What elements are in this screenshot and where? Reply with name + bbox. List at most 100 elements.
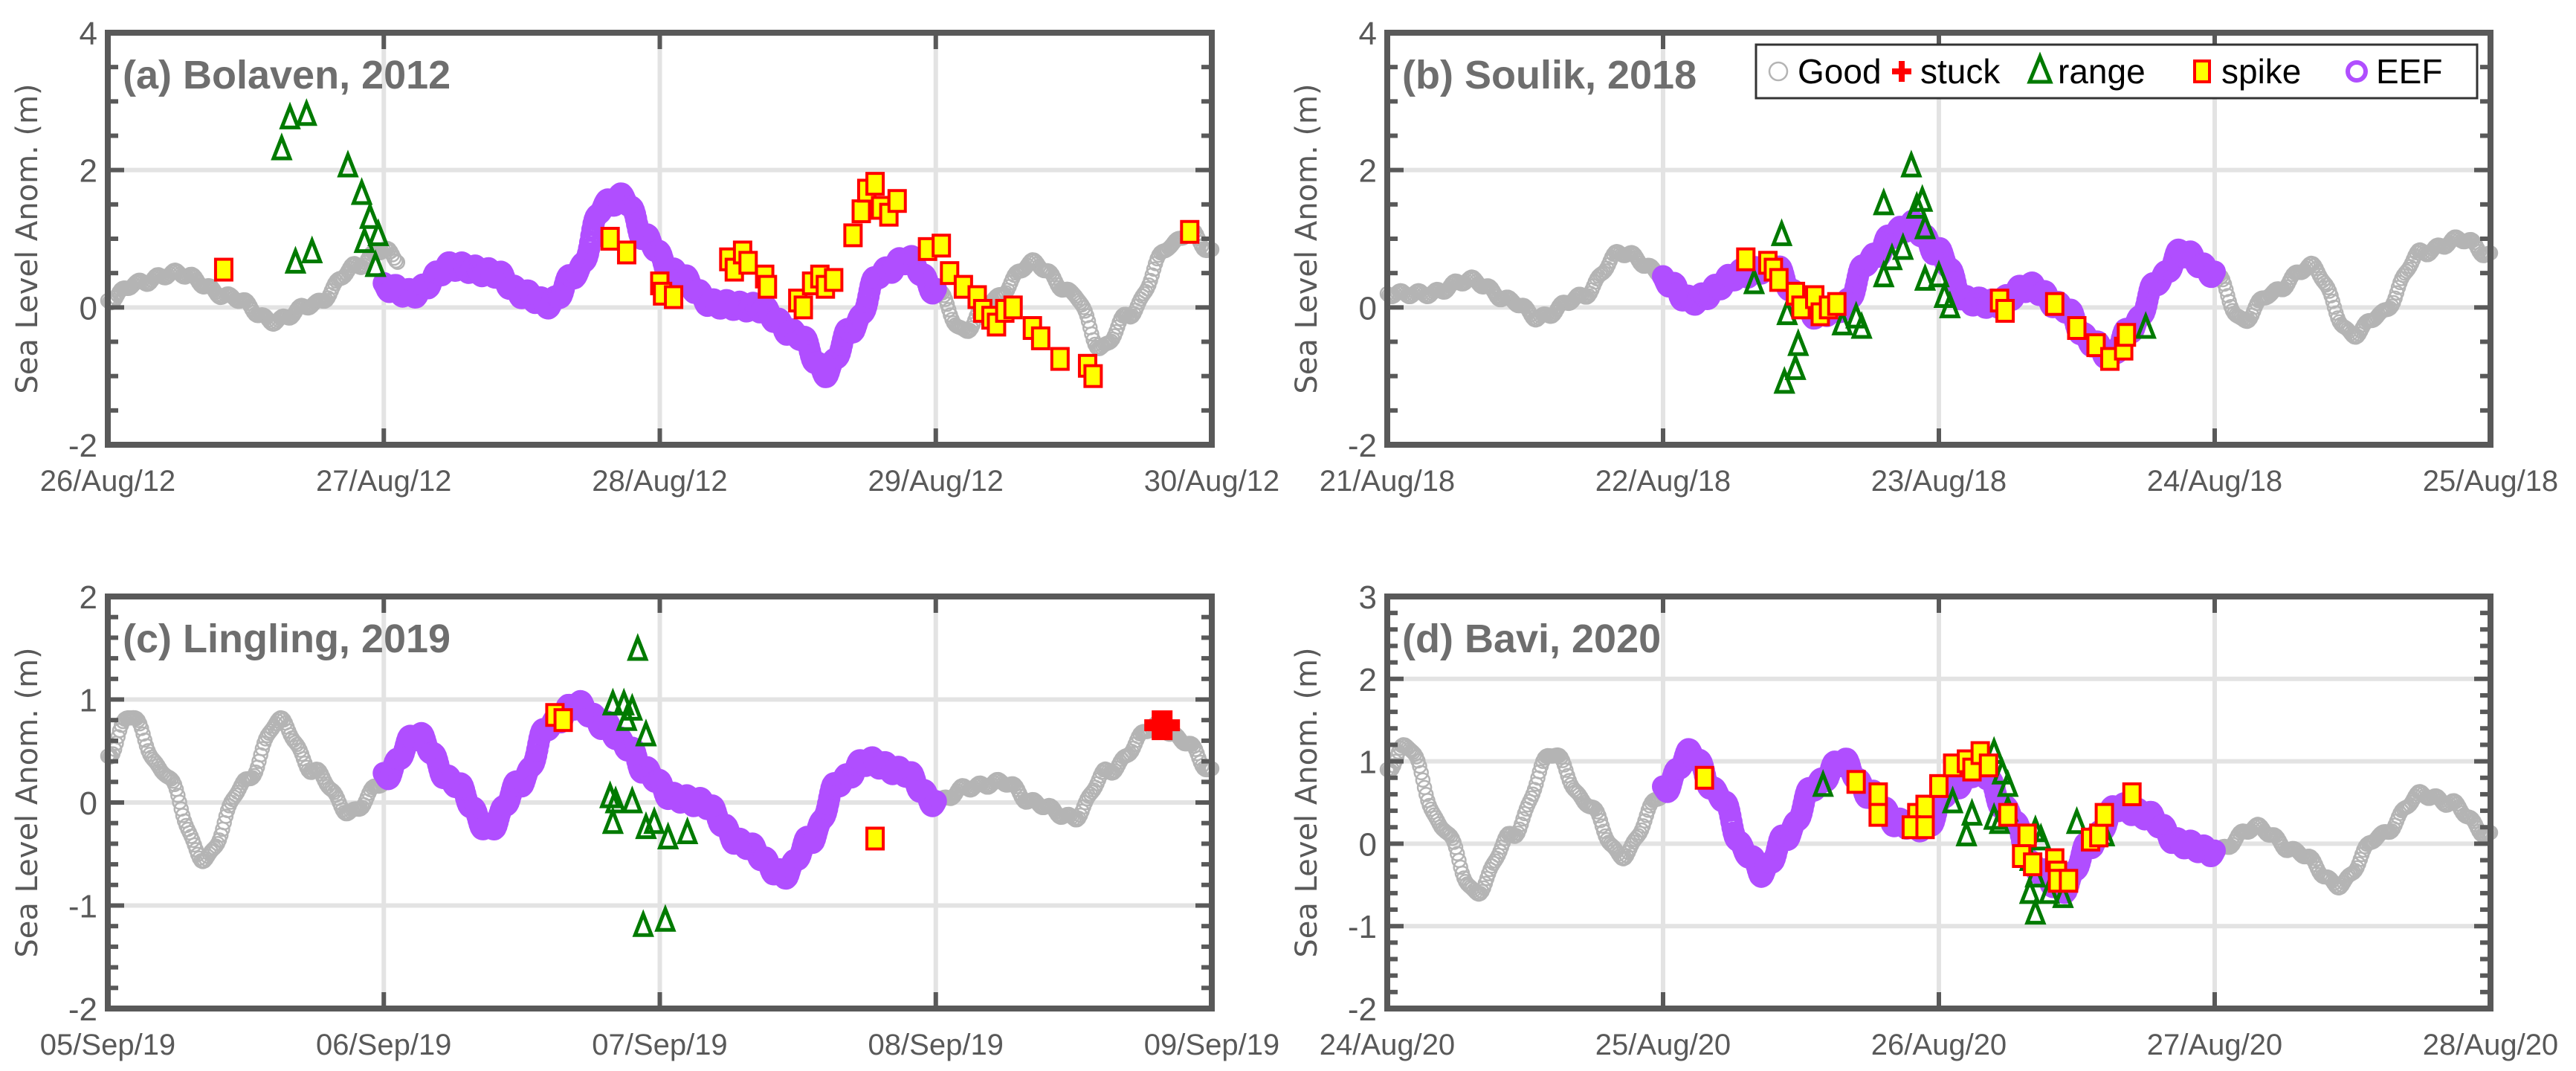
spike-point [616, 240, 636, 265]
range-point [1939, 290, 1961, 318]
range-point [301, 235, 323, 263]
legend: Good stuck range spike EEF [1755, 43, 2479, 100]
spike-point [1846, 770, 1866, 794]
range-point [643, 805, 665, 834]
y-tick-label: -1 [1348, 909, 1377, 945]
x-tick-label: 25/Aug/18 [2423, 465, 2558, 498]
spike-point [2067, 316, 2087, 341]
x-tick-label: 21/Aug/18 [1320, 465, 1455, 498]
spike-point [865, 826, 885, 851]
x-tick-label: 26/Aug/20 [1871, 1029, 2007, 1061]
x-tick-label: 24/Aug/18 [2147, 465, 2282, 498]
y-tick-label: 0 [1359, 826, 1377, 863]
legend-eef-icon [2346, 60, 2368, 83]
spike-point [865, 172, 885, 196]
good-point [287, 735, 303, 750]
panel-title: (b) Soulik, 2018 [1402, 53, 1697, 97]
range-point [271, 132, 293, 161]
range-point [1831, 307, 1853, 335]
spike-point [758, 274, 778, 299]
range-point [1776, 297, 1798, 326]
eef-point [924, 790, 947, 813]
x-tick-label: 23/Aug/18 [1871, 465, 2007, 498]
range-point [601, 687, 624, 715]
range-point [337, 149, 359, 178]
range-point [1787, 328, 1810, 356]
x-tick-label: 24/Aug/20 [1320, 1029, 1455, 1061]
range-point [2065, 805, 2088, 834]
x-tick-label: 05/Sep/19 [40, 1029, 175, 1061]
spike-point [553, 708, 573, 733]
x-tick-label: 25/Aug/20 [1595, 1029, 1731, 1061]
y-tick-label: 0 [1359, 290, 1377, 327]
range-point [2052, 880, 2074, 908]
range-point [656, 821, 679, 849]
good-point [218, 808, 234, 824]
spike-point [2044, 292, 2065, 316]
spike-point [1995, 298, 2015, 323]
x-tick-label: 22/Aug/18 [1595, 465, 1731, 498]
spike-point [851, 199, 871, 224]
spike-point [2086, 333, 2106, 358]
panel-c: -2 -1 0 1 2 05/Sep/19 06/Sep/19 07/Sep/19 08/Sep… [10, 579, 1279, 1061]
range-point [601, 805, 624, 834]
range-point [621, 785, 644, 814]
y-tick-label: -2 [1348, 428, 1377, 464]
spike-point [1978, 753, 1998, 778]
range-point [604, 785, 627, 814]
spike-point [213, 257, 233, 282]
range-point [1911, 184, 1934, 212]
range-point [1873, 187, 1895, 216]
good-point [1449, 846, 1465, 861]
range-point [632, 909, 654, 937]
spike-point [940, 261, 960, 286]
x-tick-label: 28/Aug/20 [2423, 1029, 2558, 1061]
good-point [2302, 849, 2319, 865]
spike-point [1868, 782, 1888, 806]
good-point [170, 788, 186, 803]
panel-b: -2 0 2 4 21/Aug/18 22/Aug/18 23/Aug/18 24/Aug/1… [1290, 16, 2558, 498]
legend-label: EEF [2376, 52, 2442, 91]
y-tick-label: 1 [80, 683, 97, 719]
spike-point [793, 295, 813, 320]
spike-point [824, 268, 844, 292]
good-point [1531, 764, 1548, 779]
y-tick-label: 2 [80, 153, 97, 190]
spike-point [738, 251, 758, 275]
good-point [1105, 765, 1122, 781]
panel-title: (a) Bolaven, 2012 [123, 53, 451, 97]
spike-point [2023, 852, 2043, 877]
spike-point [932, 234, 952, 258]
x-tick-label: 28/Aug/12 [592, 465, 727, 498]
spike-point [664, 285, 684, 309]
good-point [1405, 744, 1421, 760]
eef-point [2204, 839, 2226, 862]
spike-point [1736, 247, 1756, 271]
legend-spike-icon [2193, 60, 2211, 83]
x-tick-label: 29/Aug/12 [868, 465, 1004, 498]
panel-a: -2 0 2 4 26/Aug/12 27/Aug/12 28/Aug/12 29/Aug/1… [10, 16, 1279, 498]
good-point [1415, 772, 1431, 788]
spike-point [843, 223, 863, 248]
stuck-point [1152, 710, 1173, 741]
legend-label: Good [1798, 52, 1882, 91]
x-tick-label: 09/Sep/19 [1144, 1029, 1279, 1061]
y-tick-label: -1 [68, 889, 97, 925]
x-tick-label: 08/Sep/19 [868, 1029, 1004, 1061]
range-point [1850, 311, 1873, 339]
range-point [1991, 756, 2013, 785]
panel-d: -2 -1 0 1 2 3 24/Aug/20 25/Aug/20 26/Aug/20 27/Au… [1290, 579, 2558, 1061]
good-point [1084, 326, 1100, 342]
range-point [1905, 190, 1928, 219]
x-tick-label: 06/Sep/19 [316, 1029, 451, 1061]
good-point [2220, 288, 2236, 303]
spike-point [1769, 268, 1789, 292]
legend-stuck-icon [1899, 61, 1905, 82]
good-point [1441, 826, 1457, 842]
good-point [2346, 864, 2362, 881]
y-axis-label: Sea Level Anom. (m) [10, 83, 45, 393]
good-point [390, 254, 406, 270]
range-point [2030, 823, 2052, 851]
eef-point [2204, 260, 2226, 283]
range-point [1914, 263, 1937, 291]
